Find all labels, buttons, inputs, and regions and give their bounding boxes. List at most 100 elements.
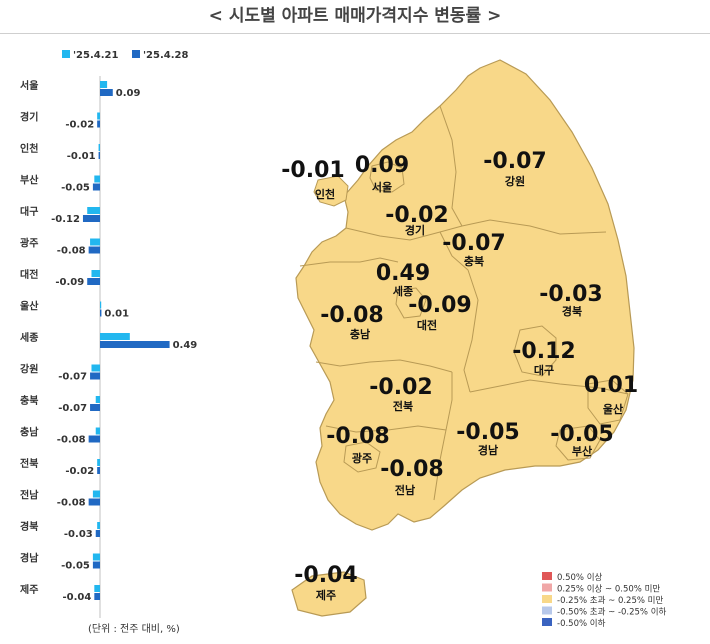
incheon-outline <box>313 175 349 207</box>
bar-curr-16 <box>94 593 100 600</box>
value-label-0: 0.09 <box>116 88 141 99</box>
bar-curr-11 <box>88 435 100 443</box>
map-name-incheon: 인천 <box>315 187 335 201</box>
bar-prev-3 <box>94 175 100 183</box>
bar-prev-5 <box>90 238 100 246</box>
category-label-4: 대구 <box>20 205 38 218</box>
bar-curr-3 <box>92 183 100 191</box>
map-name-gangwon: 강원 <box>505 174 525 188</box>
map-value-daejeon: -0.09 <box>408 293 471 318</box>
map-legend: 0.50% 이상0.25% 이상 ~ 0.50% 미만-0.25% 초과 ~ 0… <box>542 572 667 629</box>
map-legend-swatch-3 <box>542 606 552 615</box>
map-legend-label-3: -0.50% 초과 ~ -0.25% 이하 <box>557 607 667 618</box>
bar-curr-5 <box>88 246 100 254</box>
value-label-9: -0.07 <box>58 372 87 383</box>
bar-legend: '25.4.21 '25.4.28 <box>62 50 188 61</box>
value-label-16: -0.04 <box>62 592 91 603</box>
bar-prev-7 <box>100 301 102 309</box>
bar-prev-1 <box>97 112 100 120</box>
value-label-8: 0.49 <box>173 340 198 351</box>
category-label-1: 경기 <box>20 111 38 124</box>
category-label-15: 경남 <box>20 552 39 565</box>
bar-curr-1 <box>97 120 100 128</box>
bar-curr-12 <box>97 467 100 474</box>
category-label-8: 세종 <box>20 331 38 344</box>
map-value-chungnam: -0.08 <box>320 303 383 328</box>
legend-swatch-0 <box>62 50 70 58</box>
category-label-14: 경북 <box>20 520 38 533</box>
map-name-chungnam: 충남 <box>350 327 370 341</box>
map-value-jeonbuk: -0.02 <box>369 375 432 400</box>
bar-chart: '25.4.21 '25.4.28 서울 0.09 경기 -0.02 인천 -0.01 부산 -… <box>20 50 197 635</box>
bar-prev-15 <box>92 553 100 561</box>
category-label-10: 충북 <box>20 394 38 407</box>
map-legend-label-2: -0.25% 초과 ~ 0.25% 미만 <box>557 596 663 606</box>
map-name-chungbuk: 충북 <box>464 254 484 268</box>
map-name-daegu: 대구 <box>534 363 554 377</box>
map-name-gwangju: 광주 <box>352 452 372 465</box>
value-label-3: -0.05 <box>61 183 90 194</box>
bar-prev-13 <box>92 490 100 498</box>
legend-label-0: '25.4.21 <box>73 50 118 61</box>
category-label-7: 울산 <box>20 300 39 313</box>
map-value-daegu: -0.12 <box>512 339 575 364</box>
chart-title: < 시도별 아파트 매매가격지수 변동률 > <box>0 3 710 34</box>
value-label-10: -0.07 <box>58 403 87 414</box>
bar-prev-16 <box>94 585 100 592</box>
value-label-12: -0.02 <box>65 466 94 477</box>
map-legend-swatch-2 <box>542 595 552 603</box>
bar-curr-10 <box>90 404 100 411</box>
map-legend-swatch-0 <box>542 572 552 580</box>
value-label-4: -0.12 <box>51 214 80 225</box>
unit-note: (단위 : 전주 대비, %) <box>88 622 180 635</box>
map-value-ulsan: 0.01 <box>584 373 638 398</box>
value-label-1: -0.02 <box>65 120 94 131</box>
region-borders <box>299 105 629 501</box>
map-value-gangwon: -0.07 <box>483 149 546 174</box>
map-legend-swatch-1 <box>542 583 552 592</box>
map-value-busan: -0.05 <box>550 422 613 447</box>
bar-prev-8 <box>100 333 130 340</box>
category-label-5: 광주 <box>20 238 38 250</box>
map-value-gyeonggi: -0.02 <box>385 203 448 228</box>
value-label-2: -0.01 <box>67 151 96 162</box>
map-value-jeonnam: -0.08 <box>380 457 443 482</box>
value-label-5: -0.08 <box>57 246 86 257</box>
bar-prev-4 <box>87 207 100 214</box>
korea-map: -0.01인천0.09서울-0.02경기-0.07강원-0.07충북0.49세종… <box>281 59 638 617</box>
map-legend-label-4: -0.50% 이하 <box>557 618 606 629</box>
map-labels: -0.01인천0.09서울-0.02경기-0.07강원-0.07충북0.49세종… <box>281 149 638 602</box>
map-name-busan: 부산 <box>572 444 592 458</box>
bar-curr-0 <box>100 89 113 96</box>
category-label-16: 제주 <box>20 583 38 596</box>
value-label-7: 0.01 <box>104 309 129 320</box>
map-name-sejong: 세종 <box>393 284 413 298</box>
bar-curr-15 <box>92 561 100 569</box>
map-name-daejeon: 대전 <box>417 318 437 332</box>
jeju-outline <box>291 571 367 617</box>
value-label-14: -0.03 <box>64 529 93 540</box>
legend-swatch-1 <box>132 50 140 58</box>
value-label-11: -0.08 <box>57 435 86 446</box>
map-value-chungbuk: -0.07 <box>442 231 505 256</box>
map-value-gwangju: -0.08 <box>326 424 389 449</box>
map-name-gyeonggi: 경기 <box>405 223 425 237</box>
bar-prev-14 <box>97 522 100 529</box>
bar-curr-9 <box>90 372 100 380</box>
category-label-2: 인천 <box>20 142 38 155</box>
legend-label-1: '25.4.28 <box>143 50 188 61</box>
category-label-11: 충남 <box>20 426 39 439</box>
bar-curr-8 <box>100 341 170 348</box>
value-label-13: -0.08 <box>57 498 86 509</box>
bar-curr-13 <box>88 498 100 506</box>
map-value-incheon: -0.01 <box>281 158 344 183</box>
bar-curr-14 <box>95 530 100 537</box>
bar-curr-7 <box>100 309 102 317</box>
map-value-seoul: 0.09 <box>355 153 409 178</box>
map-name-jeonbuk: 전북 <box>393 399 413 413</box>
bar-prev-9 <box>91 364 100 372</box>
bar-prev-0 <box>100 81 108 88</box>
bar-curr-6 <box>87 278 100 285</box>
map-name-gyeongbuk: 경북 <box>562 304 582 318</box>
